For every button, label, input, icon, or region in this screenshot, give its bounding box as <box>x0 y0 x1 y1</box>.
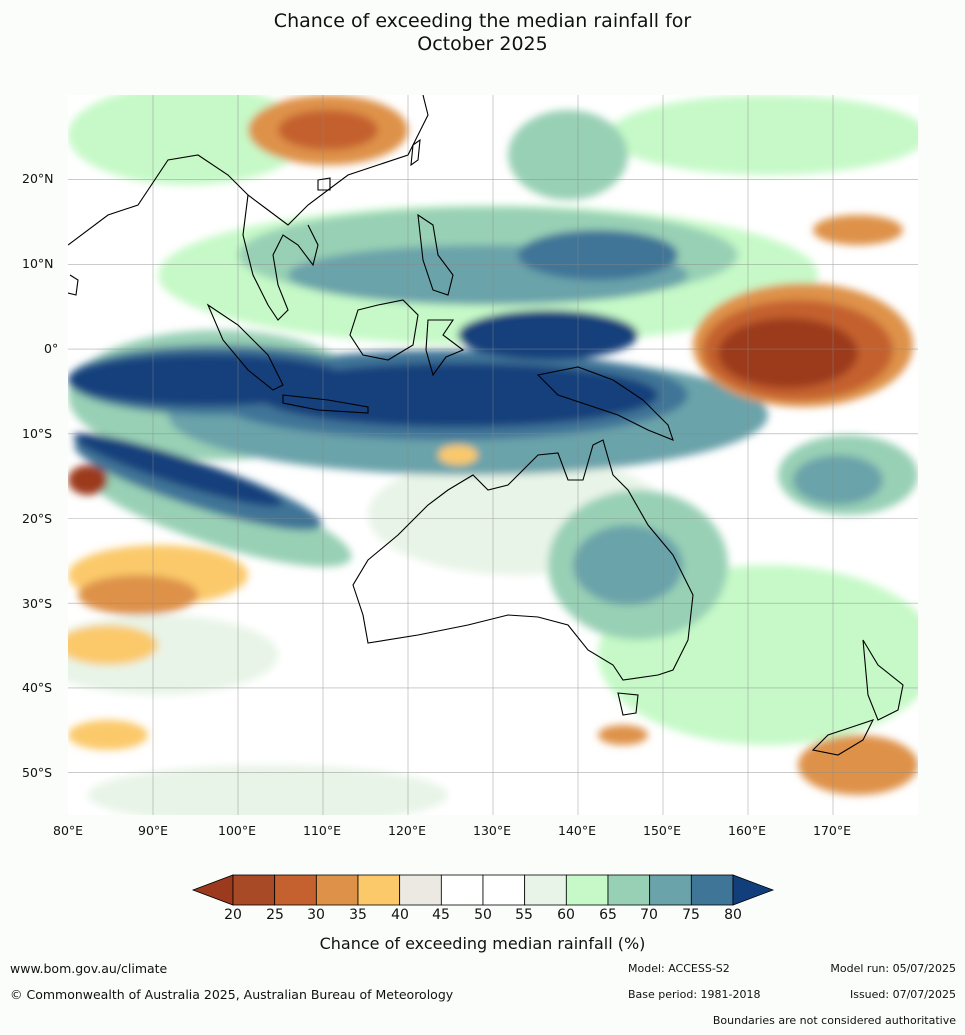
colorbar-swatch <box>399 874 442 906</box>
colorbar-swatch <box>357 874 401 906</box>
lat-tick-50s: 50°S <box>22 765 53 780</box>
footer-disclaimer: Boundaries are not considered authoritat… <box>712 1014 956 1027</box>
malay-peninsula-coastline <box>242 194 319 321</box>
lon-tick-110: 110°E <box>303 823 342 838</box>
colorbar-swatch <box>315 874 359 906</box>
coastlines <box>68 95 904 756</box>
colorbar-label-25: 25 <box>266 907 284 923</box>
chart-title: Chance of exceeding the median rainfall … <box>0 10 965 56</box>
colorbar-label-50: 50 <box>474 907 492 923</box>
footer-url[interactable]: www.bom.gov.au/climate <box>10 961 168 976</box>
lon-tick-130: 130°E <box>473 823 512 838</box>
sri-lanka-coastline <box>68 274 79 296</box>
lon-tick-90: 90°E <box>138 823 169 838</box>
colorbar-swatch <box>649 874 692 906</box>
sulawesi-coastline <box>425 319 465 377</box>
colorbar-label-55: 55 <box>515 907 533 923</box>
colorbar-swatch <box>440 874 484 906</box>
colorbar-label-20: 20 <box>224 907 242 923</box>
java-coastline <box>282 394 369 414</box>
rainfall-map <box>68 95 918 815</box>
colorbar-label-35: 35 <box>349 907 367 923</box>
nz-south-island-coastline <box>811 719 875 756</box>
sumatra-coastline <box>206 303 284 391</box>
colorbar-extend-low <box>191 874 234 906</box>
colorbar-label-60: 60 <box>557 907 575 923</box>
colorbar-swatch <box>690 874 734 906</box>
lat-tick-20s: 20°S <box>22 511 53 526</box>
footer-copyright: © Commonwealth of Australia 2025, Austra… <box>10 987 454 1002</box>
colorbar-label-30: 30 <box>307 907 325 923</box>
lon-tick-150: 150°E <box>643 823 682 838</box>
colorbar-title: Chance of exceeding median rainfall (%) <box>319 934 646 953</box>
footer-base-period: Base period: 1981-2018 <box>628 988 761 1001</box>
colorbar-extend-high <box>732 874 775 906</box>
title-line-1: Chance of exceeding the median rainfall … <box>273 10 692 32</box>
lon-tick-120: 120°E <box>388 823 427 838</box>
se-asia-coastline <box>68 95 429 246</box>
colorbar-label-75: 75 <box>682 907 700 923</box>
lon-tick-100: 100°E <box>218 823 257 838</box>
australia-coastline <box>352 439 694 681</box>
taiwan-coastline <box>410 138 421 167</box>
borneo-coastline <box>349 299 419 361</box>
colorbar-label-45: 45 <box>432 907 450 923</box>
colorbar-label-65: 65 <box>599 907 617 923</box>
lat-tick-40s: 40°S <box>22 680 53 695</box>
lon-tick-170: 170°E <box>813 823 852 838</box>
lon-tick-80: 80°E <box>53 823 84 838</box>
nz-north-island-coastline <box>862 639 904 721</box>
colorbar-swatch <box>524 874 567 906</box>
footer-issued: Issued: 07/07/2025 <box>849 988 956 1001</box>
colorbar-swatch <box>482 874 526 906</box>
title-line-2: October 2025 <box>417 33 548 55</box>
colorbar-label-40: 40 <box>391 907 409 923</box>
colorbar-swatch <box>607 874 651 906</box>
lat-tick-20n: 20°N <box>22 171 54 186</box>
hainan-coastline <box>317 177 331 191</box>
colorbar-label-70: 70 <box>640 907 658 923</box>
graticule <box>68 95 918 815</box>
lat-tick-10n: 10°N <box>22 256 54 271</box>
footer-model-run: Model run: 05/07/2025 <box>830 962 956 975</box>
footer-model: Model: ACCESS-S2 <box>628 962 730 975</box>
lat-tick-30s: 30°S <box>22 596 53 611</box>
lat-tick-0: 0° <box>44 341 59 356</box>
lon-tick-160: 160°E <box>728 823 767 838</box>
philippines-coastline <box>417 213 454 296</box>
colorbar-swatch <box>565 874 609 906</box>
lat-tick-10s: 10°S <box>22 426 53 441</box>
new-guinea-coastline <box>536 366 674 441</box>
colorbar-label-80: 80 <box>724 907 742 923</box>
colorbar-swatch <box>232 874 276 906</box>
colorbar-swatches <box>191 874 775 906</box>
colorbar-swatch <box>274 874 317 906</box>
tasmania-coastline <box>617 692 639 716</box>
lon-tick-140: 140°E <box>558 823 597 838</box>
